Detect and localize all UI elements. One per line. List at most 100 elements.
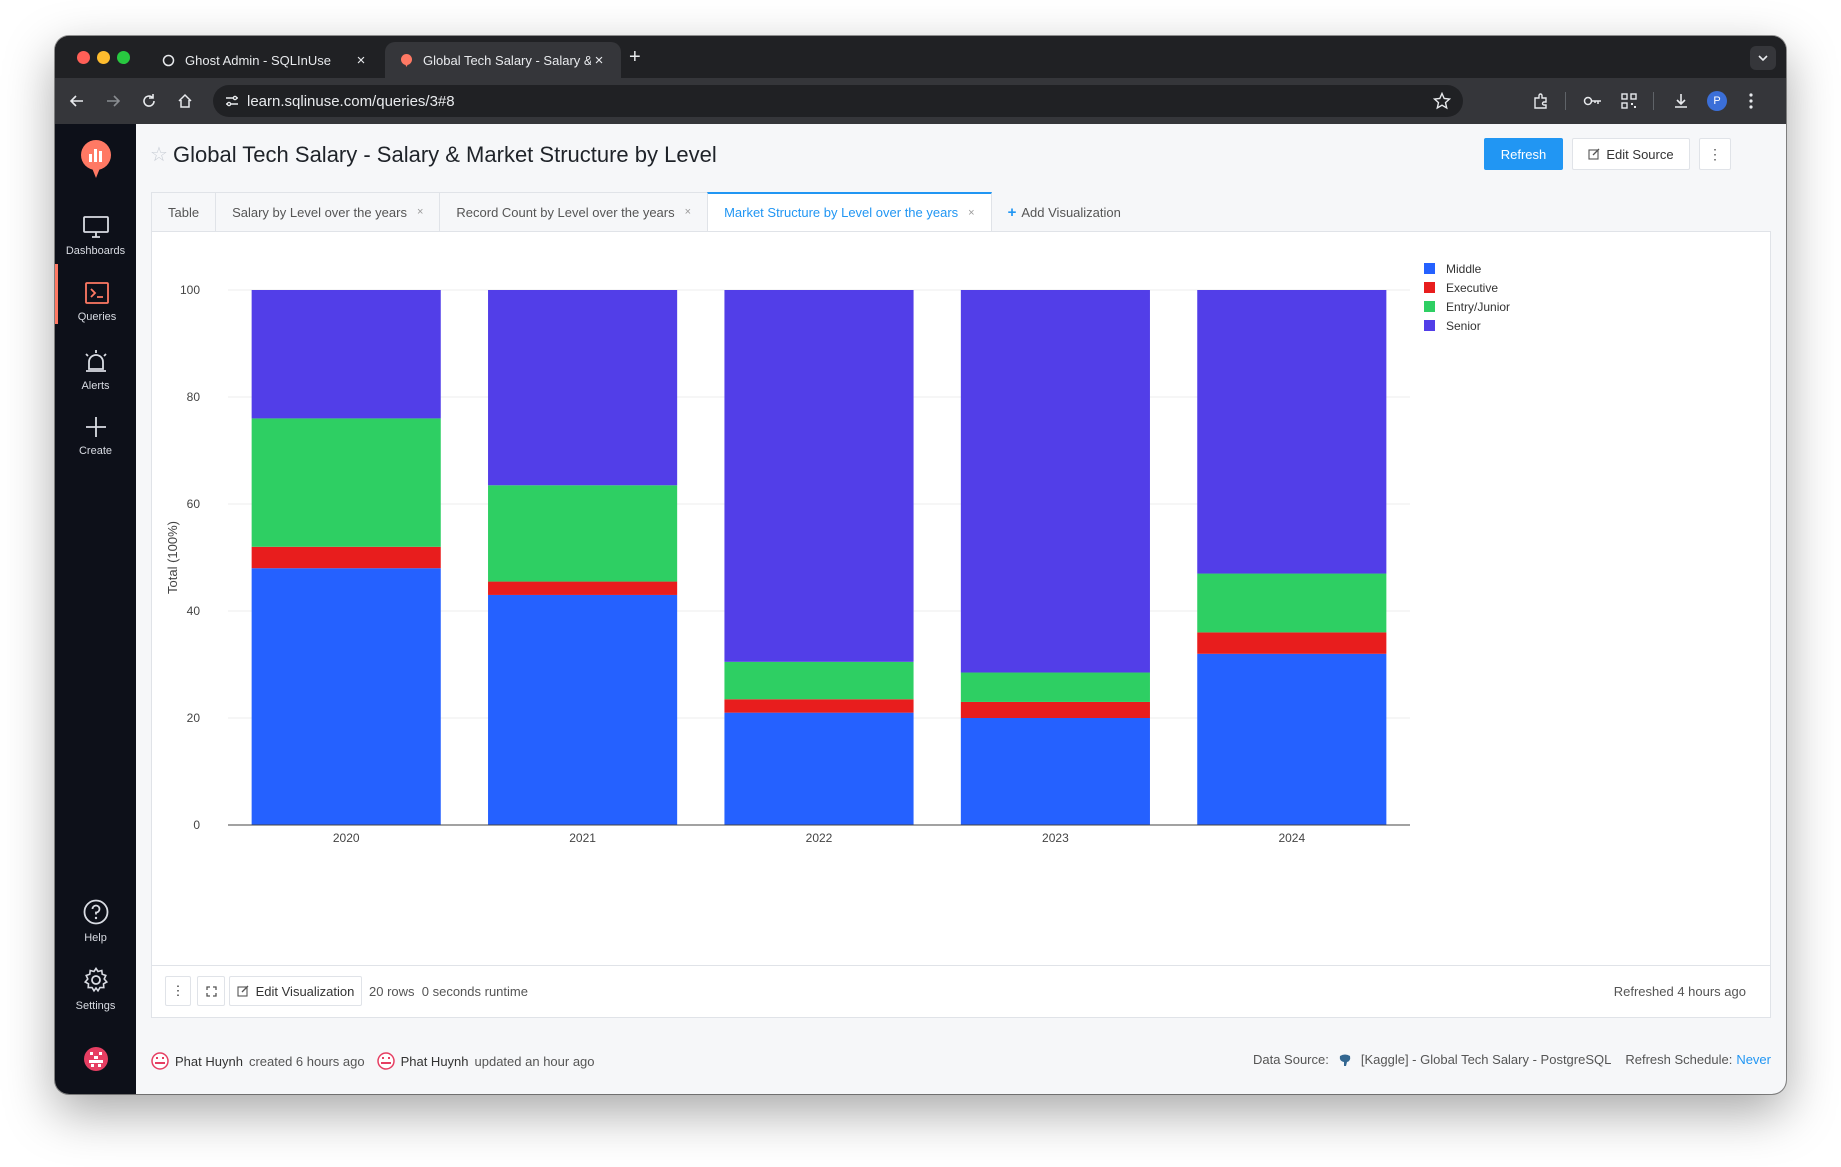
fullscreen-expand-icon[interactable]: [197, 976, 225, 1006]
close-tab-icon[interactable]: ×: [594, 51, 604, 69]
extensions-icon[interactable]: [1529, 89, 1553, 113]
monitor-icon: [82, 216, 109, 238]
new-tab-button[interactable]: +: [629, 46, 641, 68]
toolbar-divider: [1653, 92, 1654, 110]
legend-label: Executive: [1446, 281, 1498, 295]
query-info-bar: Phat Huynh created 6 hours ago Phat Huyn…: [151, 1052, 1771, 1072]
browser-tab-title: Ghost Admin - SQLInUse: [185, 52, 331, 68]
refresh-button[interactable]: Refresh: [1484, 138, 1563, 170]
bar-segment: [724, 712, 914, 825]
close-window-button[interactable]: [77, 51, 90, 64]
tab-label: Record Count by Level over the years: [456, 204, 675, 220]
tab-label: Table: [168, 204, 200, 220]
plus-icon: [85, 417, 106, 437]
site-settings-icon[interactable]: [225, 94, 239, 113]
toolbar-divider: [1565, 92, 1566, 110]
redash-logo[interactable]: [55, 140, 136, 181]
y-tick-label: 20: [187, 711, 201, 725]
sidebar-item-label: Alerts: [81, 380, 110, 392]
edit-source-button[interactable]: Edit Source: [1572, 138, 1690, 170]
y-tick-label: 0: [193, 818, 200, 832]
minimize-window-button[interactable]: [97, 51, 110, 64]
bar-segment: [251, 546, 441, 569]
page-title: Global Tech Salary - Salary & Market Str…: [173, 142, 717, 167]
tab-label: Salary by Level over the years: [232, 204, 407, 220]
x-tick-label: 2023: [1042, 831, 1069, 845]
tab-label: Market Structure by Level over the years: [724, 205, 959, 220]
bar-segment: [251, 418, 441, 547]
bar-segment: [1197, 290, 1387, 574]
bookmark-star-icon[interactable]: [1432, 91, 1452, 115]
reload-icon[interactable]: [137, 89, 161, 113]
home-icon[interactable]: [173, 89, 197, 113]
tab-salary-by-level[interactable]: Salary by Level over the years ×: [215, 192, 440, 232]
qr-code-icon[interactable]: [1617, 89, 1641, 113]
browser-toolbar: learn.sqlinuse.com/queries/3#8 P: [55, 78, 1786, 124]
y-axis-label: Total (100%): [165, 521, 180, 594]
tab-strip: Ghost Admin - SQLInUse × Global Tech Sal…: [55, 36, 1786, 78]
bar-segment: [960, 672, 1150, 702]
bar-segment: [724, 290, 914, 662]
close-tab-icon[interactable]: ×: [684, 206, 692, 218]
more-actions-button[interactable]: ⋮: [1699, 138, 1731, 170]
data-source-name: [Kaggle] - Global Tech Salary - PostgreS…: [1360, 1052, 1612, 1067]
bar-segment: [960, 718, 1150, 825]
sidebar-item-dashboards[interactable]: Dashboards: [55, 216, 136, 257]
browser-tab-salary[interactable]: Global Tech Salary - Salary & ×: [385, 42, 621, 78]
browser-window: Ghost Admin - SQLInUse × Global Tech Sal…: [55, 36, 1786, 1094]
refresh-schedule-link[interactable]: Never: [1736, 1052, 1771, 1067]
close-tab-icon[interactable]: ×: [356, 51, 366, 69]
bar-segment: [1197, 653, 1387, 825]
bar-segment: [488, 581, 678, 595]
url-text: learn.sqlinuse.com/queries/3#8: [247, 92, 455, 110]
sidebar-item-label: Help: [84, 932, 107, 944]
close-tab-icon[interactable]: ×: [416, 206, 424, 218]
sidebar-item-create[interactable]: Create: [55, 416, 136, 457]
visualization-tabs: Table Salary by Level over the years × R…: [151, 192, 1137, 232]
close-tab-icon[interactable]: ×: [968, 206, 975, 219]
help-icon: [83, 899, 108, 925]
user-avatar[interactable]: [55, 1046, 136, 1075]
legend-swatch: [1424, 320, 1435, 331]
sidebar-item-queries[interactable]: Queries: [55, 264, 136, 324]
y-tick-label: 60: [187, 497, 201, 511]
profile-avatar[interactable]: P: [1705, 89, 1729, 113]
created-time: created 6 hours ago: [248, 1053, 365, 1069]
side-navigation: Dashboards Queries Alerts Create Help Se…: [55, 124, 136, 1094]
ghost-favicon-icon: [161, 53, 175, 67]
legend-swatch: [1424, 301, 1435, 312]
address-bar[interactable]: learn.sqlinuse.com/queries/3#8: [213, 85, 1463, 117]
password-key-icon[interactable]: [1581, 89, 1605, 113]
browser-tab-ghost[interactable]: Ghost Admin - SQLInUse ×: [147, 42, 383, 78]
updater-name: Phat Huynh: [400, 1053, 469, 1069]
visualization-panel: 0 20 40 60 80 100 Total (100%) 2020 2021 2022 2023…: [151, 231, 1771, 966]
tab-search-chevron-icon[interactable]: [1750, 46, 1776, 70]
alarm-icon: [84, 350, 107, 372]
updated-time: updated an hour ago: [474, 1053, 595, 1069]
sidebar-item-help[interactable]: Help: [55, 899, 136, 944]
edit-icon: [237, 985, 249, 997]
gear-icon: [83, 967, 108, 993]
legend-label: Middle: [1446, 262, 1482, 276]
favorite-star-icon[interactable]: ☆: [150, 144, 168, 166]
sidebar-item-alerts[interactable]: Alerts: [55, 349, 136, 392]
y-tick-label: 40: [187, 604, 201, 618]
download-icon[interactable]: [1669, 89, 1693, 113]
browser-menu-icon[interactable]: [1739, 89, 1763, 113]
sidebar-item-label: Dashboards: [65, 245, 126, 257]
tab-market-structure-by-level[interactable]: Market Structure by Level over the years…: [707, 192, 992, 232]
back-arrow-icon[interactable]: [65, 89, 89, 113]
tab-table[interactable]: Table: [151, 192, 216, 232]
query-result-meta: 20 rows 0 seconds runtime: [369, 984, 528, 999]
forward-arrow-icon[interactable]: [101, 89, 125, 113]
tab-record-count-by-level[interactable]: Record Count by Level over the years ×: [439, 192, 708, 232]
legend-label: Entry/Junior: [1446, 300, 1510, 314]
maximize-window-button[interactable]: [117, 51, 130, 64]
sidebar-item-settings[interactable]: Settings: [55, 967, 136, 1012]
visualization-menu-button[interactable]: ⋮: [165, 976, 191, 1006]
edit-visualization-button[interactable]: Edit Visualization: [229, 976, 362, 1006]
add-visualization-button[interactable]: + Add Visualization: [992, 192, 1137, 232]
y-tick-label: 80: [187, 390, 201, 404]
edit-source-label: Edit Source: [1606, 146, 1674, 162]
main-content: ☆ Global Tech Salary - Salary & Market S…: [136, 124, 1786, 1094]
